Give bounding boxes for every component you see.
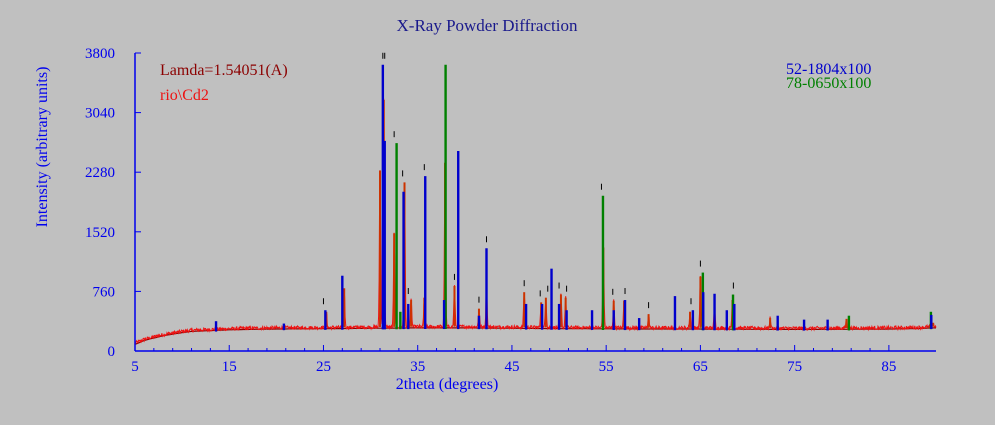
x-tick-label: 45 bbox=[504, 359, 519, 375]
x-tick-label: 35 bbox=[410, 359, 425, 375]
x-axis-label: 2theta (degrees) bbox=[396, 376, 499, 393]
plot-area bbox=[134, 52, 937, 346]
x-tick-label: 55 bbox=[599, 359, 614, 375]
y-tick-label: 2280 bbox=[85, 165, 115, 181]
x-tick-label: 75 bbox=[787, 359, 802, 375]
legend-entry-reference-1: 52-1804x100 bbox=[786, 61, 871, 78]
sample-annotation: rio\Cd2 bbox=[160, 87, 209, 104]
x-tick-label: 85 bbox=[881, 359, 896, 375]
wavelength-annotation: Lamda=1.54051(A) bbox=[160, 62, 288, 79]
y-tick-label: 0 bbox=[108, 344, 116, 360]
x-tick-label: 25 bbox=[316, 359, 331, 375]
sample-pattern-line bbox=[134, 98, 937, 346]
x-tick-label: 15 bbox=[222, 359, 237, 375]
y-tick-label: 760 bbox=[93, 284, 116, 300]
legend-entry-reference-2: 78-0650x100 bbox=[786, 75, 871, 92]
y-tick-label: 1520 bbox=[85, 225, 115, 241]
y-tick-label: 3800 bbox=[85, 46, 115, 62]
x-tick-label: 5 bbox=[131, 359, 139, 375]
chart-title: X-Ray Powder Diffraction bbox=[397, 16, 578, 35]
axes: 5 15 25 35 45 55 65 75 85 0 760 1520 2280 3040 3800 bbox=[85, 46, 936, 375]
y-axis-label: Intensity (arbitrary units) bbox=[34, 67, 51, 228]
x-tick-label: 65 bbox=[693, 359, 708, 375]
y-tick-label: 3040 bbox=[85, 106, 115, 122]
